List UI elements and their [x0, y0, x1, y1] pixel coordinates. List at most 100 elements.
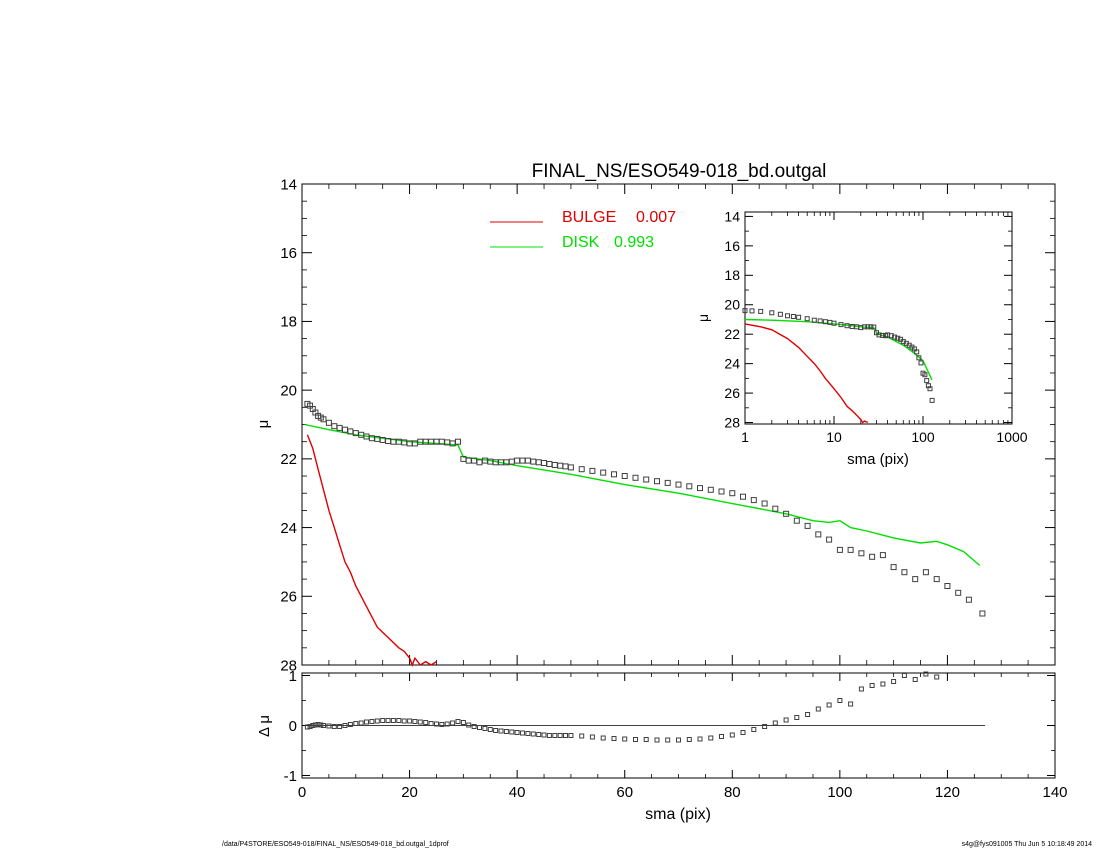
chart-title: FINAL_NS/ESO549-018_bd.outgal: [532, 161, 827, 182]
data-point: [804, 316, 810, 322]
residual-point: [686, 737, 692, 742]
residual-point: [665, 737, 671, 743]
data-point: [914, 349, 920, 355]
legend-bulge-value: 0.007: [636, 209, 676, 226]
data-point: [892, 334, 898, 340]
x-tick-label: 20: [401, 784, 418, 801]
data-point: [804, 522, 811, 529]
residual-point: [439, 722, 445, 727]
data-point: [697, 485, 703, 492]
residual-point: [880, 681, 886, 687]
residual-point: [901, 673, 907, 678]
residual-point: [837, 698, 843, 703]
residual-point: [589, 734, 595, 740]
data-point: [785, 313, 790, 319]
residual-point: [307, 724, 313, 729]
data-point: [929, 397, 935, 403]
data-point: [916, 355, 922, 361]
x-tick-label: 80: [724, 784, 741, 801]
data-point: [476, 459, 483, 466]
y-tick-label: 14: [280, 176, 297, 193]
data-point: [862, 324, 867, 330]
residual-point: [557, 733, 563, 738]
residual-point: [676, 737, 681, 743]
residual-point: [493, 728, 499, 733]
data-point: [876, 332, 882, 338]
data-point: [817, 318, 823, 324]
residual-point: [304, 724, 310, 730]
data-point: [611, 471, 617, 478]
residual-point: [568, 733, 574, 738]
residual-point: [347, 722, 353, 727]
legend-disk-value: 0.993: [614, 234, 654, 251]
x-tick-label: 120: [935, 784, 960, 801]
data-point: [979, 610, 986, 617]
data-point: [777, 311, 783, 317]
residual-point: [708, 735, 714, 741]
data-point: [918, 360, 924, 366]
y-tick-label: 18: [280, 314, 297, 331]
data-point: [342, 426, 348, 433]
data-point: [686, 483, 693, 490]
data-point: [508, 458, 515, 465]
residual-point: [805, 712, 811, 717]
data-point: [922, 569, 929, 576]
residual-point: [428, 721, 434, 726]
data-point: [707, 486, 714, 493]
y-tick-label: 26: [724, 385, 740, 401]
residual-point: [740, 730, 746, 735]
data-point: [836, 546, 843, 553]
residual-point: [848, 701, 854, 707]
data-point: [331, 423, 338, 430]
residual-point: [536, 732, 542, 737]
residual-point: [321, 723, 326, 728]
bulge-line: [744, 323, 869, 424]
y-tick-label: 24: [280, 520, 297, 537]
data-point: [844, 323, 850, 329]
residual-point: [525, 731, 531, 736]
footer-file-path: /data/P4STORE/ESO549-018/FINAL_NS/ESO549…: [222, 841, 449, 848]
main-series: [304, 400, 986, 667]
y-tick-label: 22: [280, 451, 297, 468]
data-point: [562, 463, 569, 470]
inset-ticks: 14 16 18 20 22 24 26 281 10 100 1000: [724, 208, 1027, 445]
data-point: [871, 324, 877, 330]
x-tick-label: 1: [741, 429, 749, 445]
data-point: [912, 576, 919, 583]
inset-x-axis-label: sma (pix): [847, 451, 909, 468]
residual-point: [460, 720, 466, 725]
data-point: [718, 488, 725, 495]
data-point: [675, 481, 682, 488]
residual-point: [337, 724, 343, 729]
residual-point: [858, 686, 864, 692]
residual-point: [762, 724, 768, 729]
x-tick-label: 40: [509, 784, 526, 801]
data-point: [901, 569, 908, 576]
y-tick-label: 26: [280, 589, 297, 606]
inset-panel: 14 16 18 20 22 24 26 281 10 100 1000 μ sma (pix): [695, 208, 1028, 468]
data-point: [865, 324, 871, 330]
data-point: [589, 467, 596, 474]
residual-point: [487, 727, 493, 732]
data-point: [643, 476, 650, 483]
residual-point: [401, 718, 407, 724]
residual-point: [611, 736, 617, 741]
x-tick-label: 1000: [996, 429, 1027, 445]
bulge-line: [306, 434, 437, 667]
residual-point: [869, 683, 875, 688]
inset-series: [742, 308, 935, 424]
main-panel: 14 16 18 20 22 24 26 28 μ: [255, 176, 1056, 674]
data-point: [831, 320, 837, 326]
data-point: [772, 505, 779, 512]
data-point: [551, 462, 558, 468]
residual-point: [509, 729, 515, 735]
data-point: [922, 372, 928, 378]
residual-point: [622, 736, 628, 742]
y-tick-label: 18: [724, 267, 740, 283]
residual-point: [353, 721, 359, 726]
data-point: [790, 314, 796, 319]
residual-point: [783, 717, 789, 723]
data-point: [740, 493, 746, 500]
